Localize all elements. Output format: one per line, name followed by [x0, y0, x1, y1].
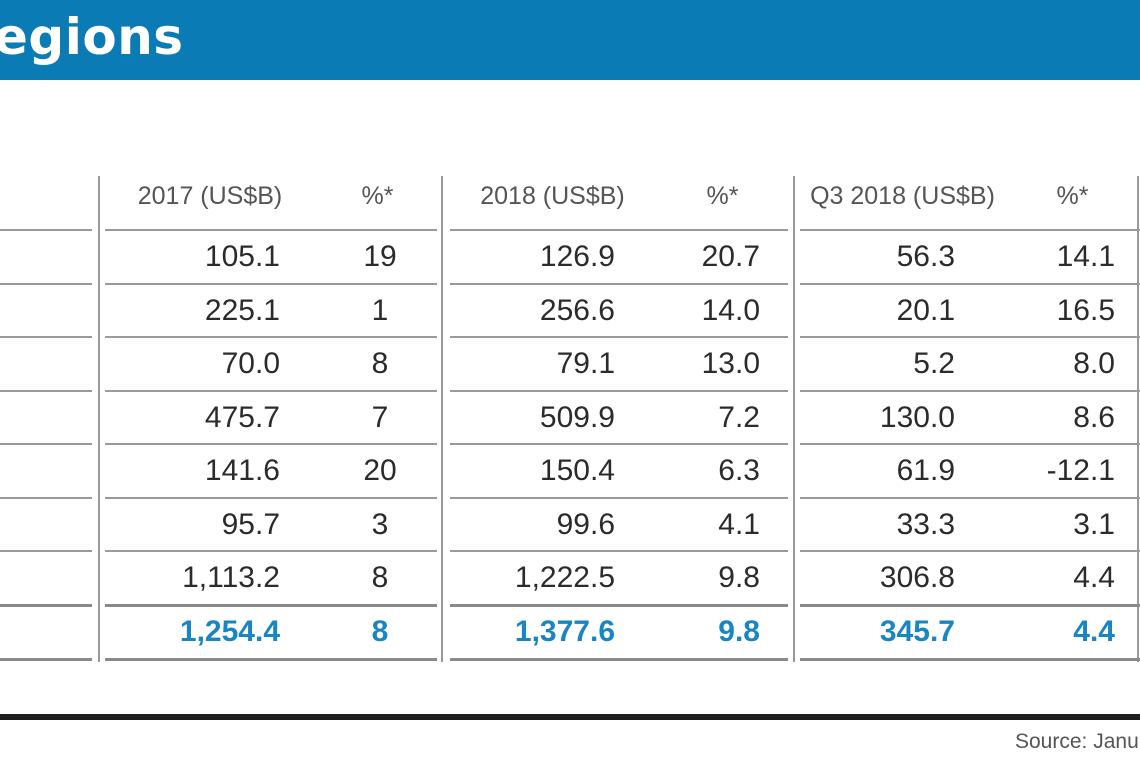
row-divider — [0, 658, 92, 661]
row-divider — [0, 550, 92, 552]
table-cell: 7.2 — [718, 401, 760, 434]
table-cell: 9.8 — [718, 561, 760, 594]
table-cell: 475.7 — [204, 401, 280, 434]
title-banner: egions — [0, 0, 1140, 80]
row-divider — [800, 443, 1140, 445]
row-divider — [800, 604, 1140, 607]
table-cell: 1,113.2 — [182, 561, 280, 594]
table-cell: 130.0 — [879, 401, 955, 434]
table-cell: 306.8 — [879, 561, 955, 594]
row-divider — [800, 390, 1140, 392]
table-cell: 79.1 — [556, 347, 615, 380]
row-divider — [0, 390, 92, 392]
total-cell: 1,377.6 — [514, 615, 615, 648]
table-cell: 4.4 — [1073, 561, 1115, 594]
table-cell: 19 — [363, 240, 397, 273]
row-divider — [0, 604, 92, 607]
table-cell: 8.0 — [1073, 347, 1115, 380]
total-cell: 345.7 — [879, 615, 955, 648]
column-header: %* — [706, 182, 739, 210]
row-divider — [450, 550, 788, 552]
table-cell: 150.4 — [539, 454, 615, 487]
row-divider — [800, 497, 1140, 499]
table-cell: 99.6 — [556, 508, 615, 541]
row-divider — [105, 497, 437, 499]
table-cell: 56.3 — [896, 240, 955, 273]
row-divider — [0, 229, 92, 231]
row-divider — [0, 283, 92, 285]
table-cell: 225.1 — [204, 294, 280, 327]
table-cell: 6.3 — [718, 454, 760, 487]
table-cell: 14.1 — [1056, 240, 1115, 273]
table-cell: 141.6 — [204, 454, 280, 487]
row-divider — [450, 658, 788, 661]
row-divider — [105, 604, 437, 607]
row-divider — [800, 550, 1140, 552]
column-header: %* — [361, 182, 394, 210]
column-header: %* — [1056, 182, 1089, 210]
table-cell: 1 — [371, 294, 389, 327]
column-divider — [98, 176, 100, 662]
table-cell: 126.9 — [539, 240, 615, 273]
table-cell: 8 — [371, 347, 389, 380]
table-cell: 14.0 — [701, 294, 760, 327]
table-cell: 13.0 — [701, 347, 760, 380]
row-divider — [0, 336, 92, 338]
row-divider — [105, 336, 437, 338]
row-divider — [105, 283, 437, 285]
column-divider — [1137, 176, 1139, 662]
page-title: egions — [0, 8, 184, 66]
table-cell: 1,222.5 — [514, 561, 615, 594]
table-cell: 61.9 — [896, 454, 955, 487]
row-divider — [450, 604, 788, 607]
row-divider — [105, 658, 437, 661]
total-cell: 4.4 — [1073, 615, 1115, 648]
row-divider — [450, 336, 788, 338]
column-divider — [793, 176, 795, 662]
table-cell: 3 — [371, 508, 389, 541]
source-note: Source: Janu — [1015, 730, 1139, 753]
row-divider — [105, 443, 437, 445]
row-divider — [450, 283, 788, 285]
row-divider — [105, 229, 437, 231]
bottom-rule — [0, 714, 1140, 720]
table-cell: 3.1 — [1073, 508, 1115, 541]
row-divider — [450, 229, 788, 231]
row-divider — [800, 658, 1140, 661]
total-cell: 9.8 — [718, 615, 760, 648]
table-cell: 4.1 — [718, 508, 760, 541]
row-divider — [450, 390, 788, 392]
table-cell: 95.7 — [221, 508, 280, 541]
table-cell: 8.6 — [1073, 401, 1115, 434]
row-divider — [105, 550, 437, 552]
table-cell: 105.1 — [204, 240, 280, 273]
column-divider — [441, 176, 443, 662]
total-cell: 8 — [371, 615, 389, 648]
table-cell: 509.9 — [539, 401, 615, 434]
row-divider — [800, 229, 1140, 231]
table-cell: 256.6 — [539, 294, 615, 327]
row-divider — [800, 283, 1140, 285]
table-cell: 8 — [371, 561, 389, 594]
column-header: Q3 2018 (US$B) — [810, 182, 995, 210]
row-divider — [450, 443, 788, 445]
table-cell: 5.2 — [913, 347, 955, 380]
row-divider — [0, 443, 92, 445]
table-cell: 70.0 — [221, 347, 280, 380]
table-cell: 7 — [371, 401, 389, 434]
row-divider — [0, 497, 92, 499]
table-cell: -12.1 — [1046, 454, 1115, 487]
column-header: 2018 (US$B) — [480, 182, 625, 210]
column-header: 2017 (US$B) — [137, 182, 283, 210]
table-cell: 20.7 — [701, 240, 760, 273]
table-cell: 20.1 — [896, 294, 955, 327]
row-divider — [450, 497, 788, 499]
table-cell: 33.3 — [896, 508, 955, 541]
total-cell: 1,254.4 — [179, 615, 280, 648]
table-cell: 16.5 — [1056, 294, 1115, 327]
table-cell: 20 — [363, 454, 397, 487]
row-divider — [105, 390, 437, 392]
row-divider — [800, 336, 1140, 338]
